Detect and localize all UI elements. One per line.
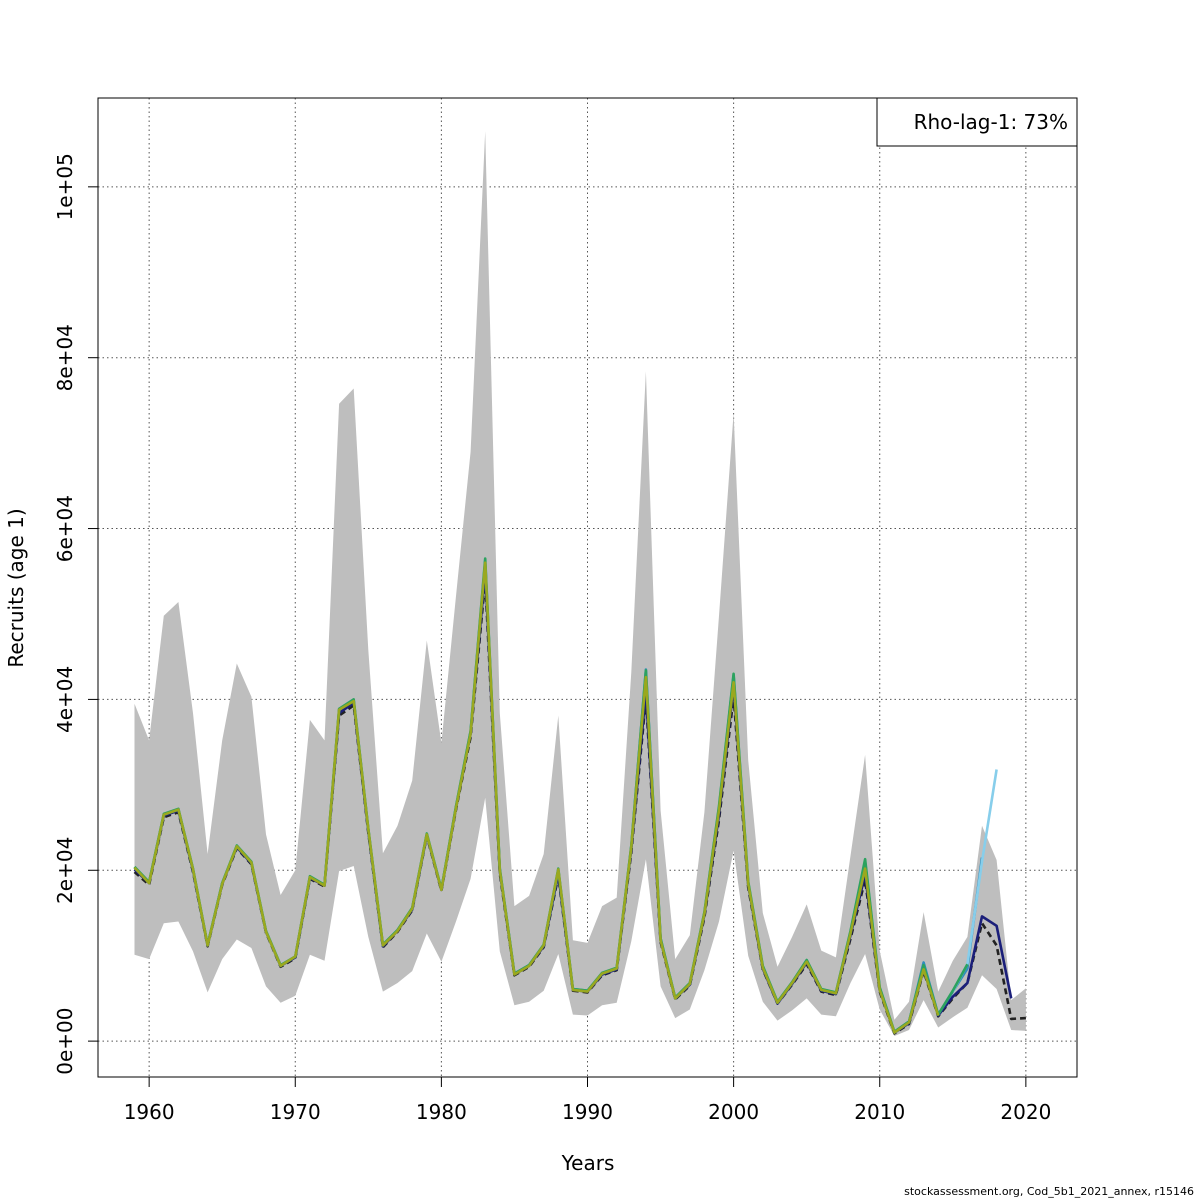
y-tick-label: 0e+00 xyxy=(53,1007,77,1074)
x-tick-label: 2010 xyxy=(854,1100,905,1124)
legend-text: Rho-lag-1: 73% xyxy=(914,110,1068,134)
series-line-6 xyxy=(133,561,940,1034)
x-tick-label: 2020 xyxy=(1000,1100,1051,1124)
confidence-band-area xyxy=(134,131,1026,1037)
x-axis-title: Years xyxy=(561,1151,615,1175)
x-tick-label: 2000 xyxy=(708,1100,759,1124)
x-tick-label: 1990 xyxy=(562,1100,613,1124)
x-tick-label: 1970 xyxy=(270,1100,321,1124)
confidence-band xyxy=(134,131,1026,1037)
y-tick-label: 2e+04 xyxy=(53,837,77,904)
y-axis-title: Recruits (age 1) xyxy=(4,508,28,667)
x-axis: 1960 1970 1980 1990 2000 2010 2020 xyxy=(124,1076,1051,1124)
x-tick-label: 1980 xyxy=(416,1100,467,1124)
x-tick-label: 1960 xyxy=(124,1100,175,1124)
y-tick-label: 6e+04 xyxy=(53,495,77,562)
y-tick-label: 4e+04 xyxy=(53,666,77,733)
y-tick-label: 8e+04 xyxy=(53,324,77,391)
y-tick-label: 1e+05 xyxy=(53,153,77,220)
legend: Rho-lag-1: 73% xyxy=(876,97,1078,147)
footer-credit: stockassessment.org, Cod_5b1_2021_annex,… xyxy=(904,1185,1194,1198)
legend-box xyxy=(876,97,1078,147)
y-axis: 0e+00 2e+04 4e+04 6e+04 8e+04 1e+05 xyxy=(53,153,99,1075)
series-lines xyxy=(133,557,1026,1035)
